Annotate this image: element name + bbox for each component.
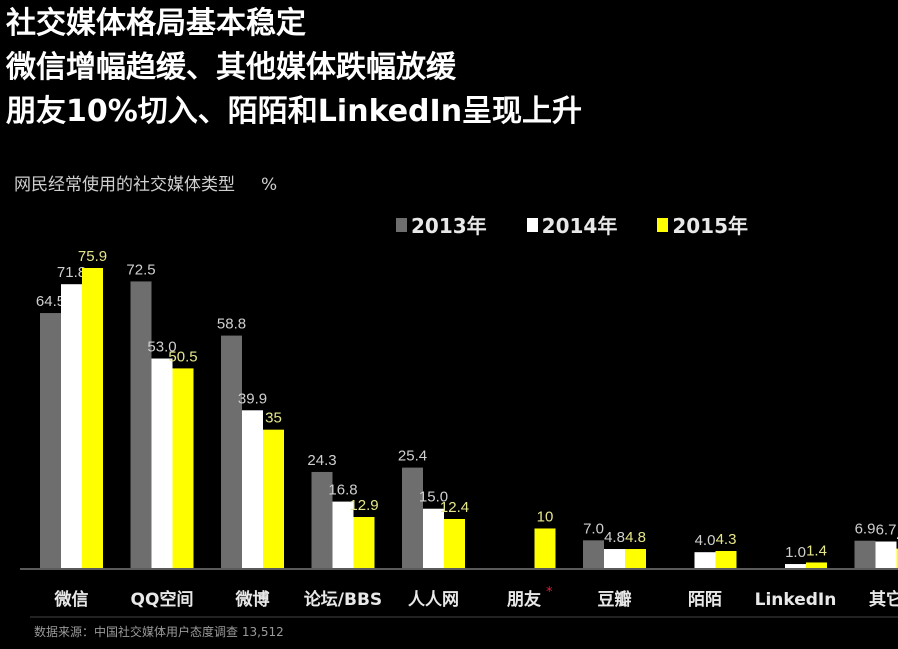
bar-2013年-人人网	[402, 467, 423, 568]
value-label: 39.9	[238, 390, 267, 407]
value-label: 6.9	[855, 521, 876, 538]
bar-2014年-人人网	[423, 508, 444, 568]
value-label: 15.0	[419, 489, 448, 506]
value-label: 58.8	[217, 316, 246, 333]
legend-item-2014: 2014年	[526, 210, 618, 239]
x-tick-label: 人人网	[408, 590, 459, 610]
value-label: 53.0	[147, 339, 176, 356]
y-unit-label: %	[261, 175, 278, 195]
bar-2015年-QQ空间	[172, 368, 194, 568]
bar-2014年-论坛/BBS	[332, 501, 354, 568]
legend-item-2015: 2015年	[657, 210, 748, 239]
bar-2015年-人人网	[444, 518, 465, 568]
x-tick-label: 朋友	[507, 589, 541, 610]
value-label: 64.5	[36, 293, 65, 310]
chart-title: 网民经常使用的社交媒体类型%	[14, 170, 277, 195]
legend-swatch-2014	[526, 217, 538, 232]
value-label: 4.0	[695, 532, 716, 549]
x-tick-label: 陌陌	[688, 590, 722, 610]
bar-2014年-其它	[875, 541, 897, 568]
x-tick-label: 微博	[235, 589, 270, 610]
bar-2013年-其它	[854, 540, 876, 568]
x-tick-label: 其它	[869, 589, 898, 610]
legend-label-2015: 2015年	[672, 214, 749, 238]
bar-2015年-豆瓣	[625, 549, 646, 568]
headline: 社交媒体格局基本稳定 微信增幅趋缓、其他媒体跌幅放缓 朋友10%切入、陌陌和Li…	[6, 2, 582, 134]
value-label: 12.4	[440, 499, 469, 516]
bar-2015年-论坛/BBS	[353, 517, 375, 568]
value-label: 6.7	[876, 522, 897, 539]
bar-2015年-陌陌	[715, 551, 737, 568]
value-label: 4.8	[625, 529, 646, 546]
value-label: 12.9	[349, 497, 378, 514]
value-label: 72.5	[126, 261, 155, 278]
value-label: 24.3	[307, 452, 336, 469]
bar-2013年-微博	[221, 335, 242, 568]
value-label: 4.3	[716, 531, 737, 548]
data-source-note: 数据来源：中国社交媒体用户态度调查 13,512	[34, 625, 284, 639]
legend-label-2013: 2013年	[411, 214, 487, 238]
x-tick-label: QQ空间	[131, 589, 194, 610]
value-label: 10	[537, 508, 554, 525]
bar-2014年-豆瓣	[604, 549, 625, 568]
bar-2015年-LinkedIn	[806, 562, 827, 568]
value-label: 1.4	[806, 542, 827, 559]
bar-2015年-微博	[263, 429, 284, 568]
value-label: 75.9	[78, 248, 107, 265]
value-label: 25.4	[398, 448, 427, 465]
annotation-mark: *	[546, 585, 553, 600]
value-label: 4.9	[897, 529, 898, 546]
value-label: 35	[265, 410, 282, 427]
bar-2013年-微信	[40, 313, 61, 568]
bar-2014年-微信	[61, 284, 82, 568]
x-tick-label: LinkedIn	[755, 590, 837, 610]
headline-line-2: 微信增幅趋缓、其他媒体跌幅放缓	[6, 50, 456, 85]
bar-2014年-微博	[242, 410, 263, 568]
legend: 2013年 2014年 2015年	[396, 210, 748, 239]
bar-2014年-LinkedIn	[785, 564, 806, 568]
bar-2015年-朋友	[534, 528, 556, 568]
chart-title-text: 网民经常使用的社交媒体类型	[14, 175, 235, 195]
bar-2013年-QQ空间	[130, 281, 152, 568]
bar-2014年-陌陌	[694, 552, 716, 568]
legend-swatch-2015	[657, 217, 669, 232]
x-tick-label: 豆瓣	[598, 589, 632, 610]
legend-item-2013: 2013年	[396, 210, 487, 239]
value-label: 50.5	[168, 348, 197, 365]
headline-line-3: 朋友10%切入、陌陌和LinkedIn呈现上升	[6, 94, 583, 129]
x-tick-label: 微信	[54, 589, 89, 610]
legend-swatch-2013	[396, 217, 407, 232]
value-label: 71.8	[57, 264, 86, 281]
bar-2015年-微信	[82, 268, 103, 568]
value-label: 16.8	[328, 482, 357, 499]
value-label: 4.8	[604, 529, 625, 546]
bar-2014年-QQ空间	[151, 358, 173, 568]
headline-line-1: 社交媒体格局基本稳定	[6, 6, 306, 41]
value-label: 1.0	[785, 544, 806, 561]
bar-2013年-论坛/BBS	[311, 471, 333, 568]
x-tick-label: 论坛/BBS	[304, 589, 382, 610]
value-label: 7.0	[583, 520, 604, 537]
legend-label-2014: 2014年	[541, 214, 618, 238]
bar-2013年-豆瓣	[583, 540, 604, 568]
bar-2015年-其它	[896, 548, 898, 568]
